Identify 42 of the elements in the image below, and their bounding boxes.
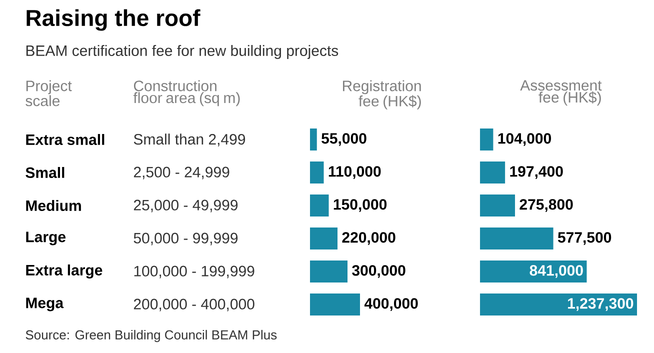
data-label: 55,000: [322, 133, 366, 146]
bar: [310, 260, 348, 282]
text: 2,500 - 24,999: [134, 166, 230, 180]
y-tick-label: Small: [26, 166, 64, 178]
data-label: 197,400: [510, 166, 563, 179]
bar: [480, 227, 554, 250]
y-tick-label: Mega: [26, 298, 64, 312]
data-label: 150,000: [334, 199, 387, 212]
data-label: 577,500: [558, 232, 612, 245]
bar: [310, 293, 360, 316]
text: 100,000 - 199,999: [134, 266, 254, 278]
bar: [310, 194, 329, 216]
text: BEAM certification fee for new building projects: [26, 45, 338, 59]
y-tick-label: Extra large: [26, 264, 102, 279]
y-tick-label: Extra small: [26, 134, 104, 145]
text: 200,000 - 400,000: [134, 298, 254, 312]
bar: [310, 227, 338, 250]
data-label: 300,000: [352, 265, 406, 278]
data-label: 841,000: [530, 265, 583, 278]
data-label: 275,800: [520, 199, 573, 212]
text: Small than 2,499: [134, 134, 246, 146]
chart-title: Assessment fee (HK$): [520, 80, 602, 106]
chart-title: Registration fee (HK$): [342, 80, 421, 110]
data-label: 104,000: [498, 133, 552, 146]
bar: [310, 128, 317, 150]
y-axis-title: Project scale: [26, 80, 72, 106]
data-label: 110,000: [328, 166, 381, 179]
y-tick-label: Large: [26, 232, 66, 246]
bar: [480, 194, 516, 216]
y-tick-label: Medium: [26, 200, 81, 211]
text: Raising the roof: [26, 9, 200, 31]
text: Construction floor area (sq m): [133, 80, 240, 106]
bar: [480, 128, 494, 150]
bar: [480, 293, 638, 316]
bar: [480, 161, 506, 184]
bar: [310, 161, 324, 184]
text: 50,000 - 99,999: [134, 232, 238, 246]
data-label: 220,000: [342, 232, 396, 245]
source-note: Source: Green Building Council BEAM Plus: [26, 330, 277, 342]
data-label: 400,000: [364, 298, 418, 311]
text: 25,000 - 49,999: [134, 200, 238, 212]
data-label: 1,237,300: [568, 298, 634, 311]
